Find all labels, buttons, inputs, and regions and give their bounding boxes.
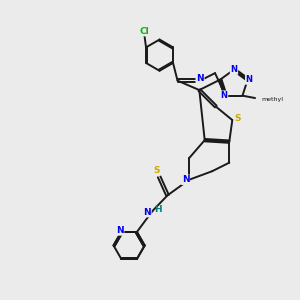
Text: N: N: [246, 75, 253, 84]
Text: H: H: [154, 205, 162, 214]
Text: N: N: [143, 208, 151, 217]
Text: S: S: [154, 166, 160, 175]
Text: methyl: methyl: [262, 97, 284, 102]
Text: N: N: [182, 175, 189, 184]
Text: N: N: [220, 91, 227, 100]
Text: S: S: [235, 114, 241, 123]
Text: N: N: [116, 226, 124, 235]
Text: Cl: Cl: [140, 27, 149, 36]
Text: N: N: [196, 74, 204, 83]
Text: N: N: [230, 65, 238, 74]
